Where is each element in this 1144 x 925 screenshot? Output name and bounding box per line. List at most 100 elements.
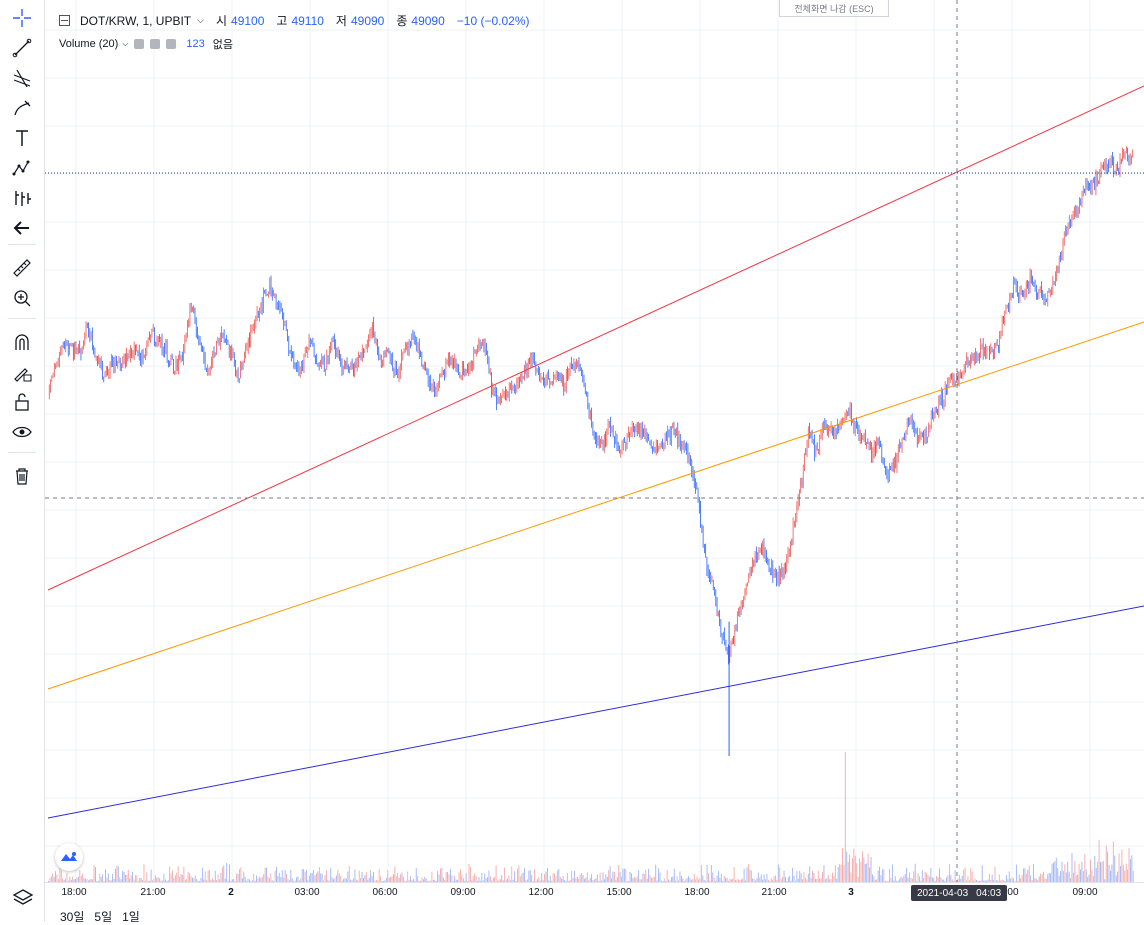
pattern-icon[interactable] [7,154,37,182]
volume-bar [529,870,531,882]
volume-bar [159,878,161,882]
volume-bar [1120,866,1121,882]
ruler-icon[interactable] [7,254,37,282]
brush-icon[interactable] [7,94,37,122]
volume-bar [491,880,493,882]
volume-bar [666,869,668,882]
range-30d-button[interactable]: 30일 [60,910,85,924]
volume-bar [410,875,411,882]
volume-bar [555,876,557,882]
volume-bar [371,876,373,882]
layers-icon[interactable] [12,887,34,909]
volume-bar [123,871,125,882]
exit-fullscreen-button[interactable]: 전체화면 나감 (ESC) [779,0,889,17]
chart-pane[interactable]: DOT/KRW, 1, UPBIT ⌵ 시 49100 고 49110 저 49090… [45,0,1144,882]
volume-bar [658,868,660,882]
source-icon[interactable] [150,39,161,49]
volume-bar [933,877,935,882]
volume-bar [230,880,232,882]
toolbar-separator [8,244,36,245]
zoom-in-icon[interactable] [7,284,37,312]
volume-bar [803,872,805,882]
volume-bar [316,873,317,882]
crosshair-icon[interactable] [7,4,37,32]
volume-bar [298,880,300,882]
volume-title[interactable]: Volume (20) [59,38,119,50]
volume-bar [747,864,749,882]
trash-icon[interactable] [7,462,37,490]
forecast-icon[interactable] [7,184,37,212]
volume-bar [515,880,517,882]
volume-bar [1068,871,1070,882]
volume-bar [447,871,449,882]
volume-bar [1092,876,1094,882]
volume-bar [337,869,339,882]
volume-bar [1101,862,1103,882]
close-icon[interactable] [166,39,177,49]
volume-bar [49,877,51,882]
chevron-down-icon[interactable]: ⌵ [122,39,129,48]
trendline-icon[interactable] [7,34,37,62]
volume-bar [710,865,712,882]
volume-bar [924,872,926,882]
volume-bar [116,865,118,882]
fib-icon[interactable] [7,64,37,92]
volume-bar [411,880,413,882]
text-icon[interactable] [7,124,37,152]
volume-bar [465,873,467,882]
volume-bar [451,875,453,882]
volume-bar [737,879,739,882]
volume-bar [152,880,153,882]
volume-bar [361,872,363,882]
volume-bar [95,867,96,882]
volume-bar [733,867,735,882]
volume-bar [1020,878,1022,882]
eye-icon[interactable] [7,418,37,446]
lock-drawing-icon[interactable] [7,358,37,386]
volume-bar [60,870,62,882]
volume-bar [266,867,268,882]
volume-bar [591,874,593,882]
volume-bar [344,878,346,882]
magnet-icon[interactable] [7,328,37,356]
volume-bar [946,877,947,882]
volume-bar [224,878,226,882]
volume-bar [237,873,239,882]
volume-bar [398,877,400,882]
volume-bar [901,878,903,882]
volume-bar [662,880,664,882]
range-1d-button[interactable]: 1일 [122,910,140,924]
volume-bar [484,873,486,882]
volume-bar [1003,880,1005,882]
tradingview-logo[interactable] [55,843,83,871]
volume-bar [1000,880,1002,882]
time-tick-label: 2 [228,887,234,898]
symbol-title[interactable]: DOT/KRW, 1, UPBIT [80,13,192,28]
volume-bar [348,865,350,882]
volume-bar [678,880,679,882]
unlock-icon[interactable] [7,388,37,416]
back-arrow-icon[interactable] [7,214,37,242]
volume-bar [776,880,778,882]
collapse-legend-icon[interactable] [59,15,70,26]
volume-bar [696,876,698,882]
volume-bar [689,878,691,882]
volume-bar [894,876,896,882]
volume-bar [921,870,923,882]
volume-bar [209,870,210,882]
volume-bar [311,872,313,882]
time-axis[interactable]: 18:00 21:00 2 03:00 06:00 09:00 12:00 15:00 18:0… [45,882,1144,905]
range-5d-button[interactable]: 5일 [94,910,113,924]
volume-bar [380,876,382,882]
settings-icon[interactable] [134,39,145,49]
chevron-down-icon[interactable]: ⌵ [197,15,204,25]
volume-bar [745,880,746,882]
volume-bar [913,871,915,882]
volume-bar [210,879,212,882]
volume-bar [236,873,238,882]
volume-bar [732,878,734,882]
volume-bar [471,880,473,882]
price-chart[interactable] [45,0,1144,882]
volume-bar [884,880,886,882]
volume-bar [914,863,916,882]
